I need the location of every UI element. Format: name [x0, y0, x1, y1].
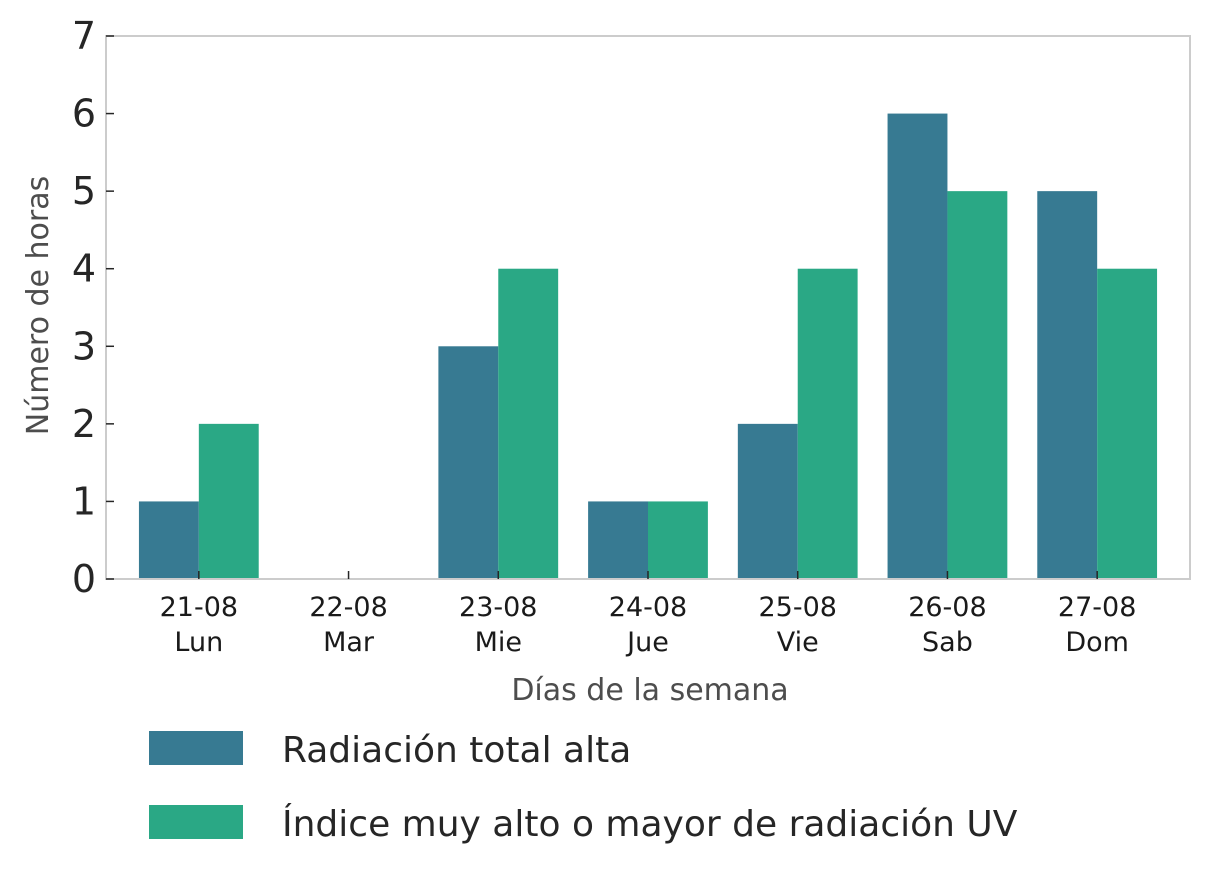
y-axis-title: Número de horas	[21, 176, 56, 435]
y-tick-label: 6	[72, 92, 96, 136]
bar-1-21-08	[138, 501, 199, 579]
y-tick-label: 3	[72, 324, 96, 368]
y-tick-label: 4	[72, 247, 96, 291]
legend-swatch-2	[149, 805, 243, 839]
y-tick-label: 1	[72, 479, 96, 523]
legend-swatch-1	[149, 731, 243, 765]
x-tick-label-24-08: 24-08 Jue	[609, 592, 687, 658]
y-tick-label: 7	[72, 14, 96, 58]
x-tick-label-23-08: 23-08 Mie	[459, 592, 537, 658]
bar-2-24-08	[648, 501, 708, 579]
x-tick-label-25-08: 25-08 Vie	[758, 592, 836, 658]
bar-1-26-08	[887, 113, 948, 580]
x-tick-label-22-08: 22-08 Mar	[309, 592, 387, 658]
bar-2-27-08	[1097, 268, 1158, 579]
bar-2-25-08	[797, 268, 858, 579]
x-axis: 21-08 Lun 22-08 Mar 23-08 Mie 24-08 Jue 25-08 Vie…	[160, 571, 1136, 658]
x-tick-label-26-08: 26-08 Sab	[908, 592, 986, 658]
legend-label-2: Índice muy alto o mayor de radiación UV	[282, 803, 1018, 845]
bar-2-21-08	[198, 423, 259, 579]
x-axis-title: Días de la semana	[511, 673, 788, 708]
legend: Radiación total alta Índice muy alto o ma…	[149, 730, 1018, 845]
bar-2-23-08	[498, 268, 559, 579]
legend-label-1: Radiación total alta	[282, 730, 631, 771]
x-tick-label-27-08: 27-08 Dom	[1058, 592, 1136, 658]
bar-1-23-08	[438, 346, 499, 579]
y-axis: 0 1 2 3 4 5 6 7	[72, 14, 114, 601]
y-tick-label: 0	[72, 557, 96, 601]
y-tick-label: 5	[72, 169, 96, 213]
plot-area	[138, 113, 1158, 580]
plot-frame	[105, 35, 1191, 580]
bar-1-27-08	[1037, 191, 1098, 579]
y-tick-label: 2	[72, 402, 96, 446]
bar-1-25-08	[737, 423, 798, 579]
x-tick-label-21-08: 21-08 Lun	[160, 592, 238, 658]
bar-2-26-08	[947, 191, 1008, 579]
bar-1-24-08	[588, 501, 648, 579]
